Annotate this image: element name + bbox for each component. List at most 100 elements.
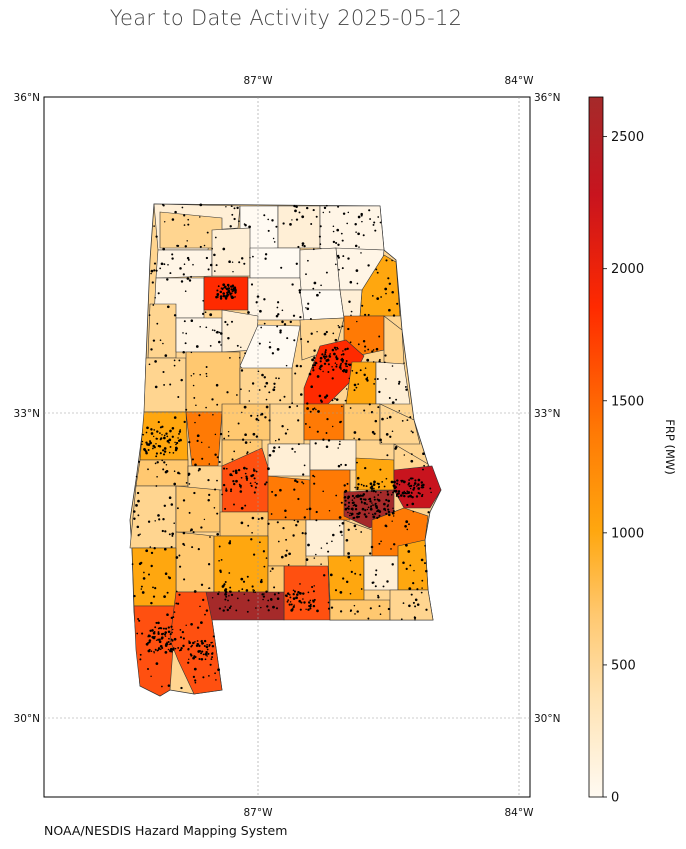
colorbar-tick-label: 2000	[611, 262, 644, 277]
fire-detection-dot	[162, 627, 165, 630]
fire-detection-dot	[371, 295, 374, 297]
fire-detection-dot	[345, 538, 349, 542]
fire-detection-dot	[338, 525, 341, 527]
fire-detection-dot	[249, 256, 251, 259]
fire-detection-dot	[389, 435, 392, 438]
fire-detection-dot	[396, 302, 399, 305]
fire-detection-dot	[344, 503, 347, 506]
fire-detection-dot	[151, 629, 154, 632]
fire-detection-dot	[293, 604, 295, 606]
fire-detection-dot	[326, 542, 328, 545]
fire-detection-dot	[301, 244, 304, 247]
fire-detection-dot	[411, 502, 415, 506]
fire-detection-dot	[309, 318, 312, 320]
fire-detection-dot	[347, 555, 351, 559]
fire-detection-dot	[187, 258, 190, 261]
fire-detection-dot	[422, 483, 425, 487]
fire-detection-dot	[177, 602, 180, 605]
fire-detection-dot	[323, 206, 327, 210]
fire-detection-dot	[187, 223, 190, 226]
fire-detection-dot	[367, 264, 370, 267]
fire-detection-dot	[208, 493, 211, 497]
fire-detection-dot	[365, 377, 368, 381]
fire-detection-dot	[198, 414, 201, 417]
fire-detection-dot	[218, 340, 221, 344]
fire-detection-dot	[362, 498, 365, 501]
fire-detection-dot	[380, 540, 382, 543]
fire-detection-dot	[254, 481, 256, 484]
fire-detection-dot	[408, 604, 411, 608]
fire-detection-dot	[190, 622, 193, 626]
fire-detection-dot	[163, 263, 166, 266]
fire-detection-dot	[147, 449, 150, 451]
fire-detection-dot	[405, 520, 409, 524]
fire-detection-dot	[226, 323, 229, 326]
fire-detection-dot	[307, 601, 311, 604]
fire-detection-dot	[313, 482, 316, 485]
fire-detection-dot	[217, 592, 220, 596]
fire-detection-dot	[218, 560, 220, 562]
fire-detection-dot	[180, 686, 183, 690]
fire-detection-dot	[361, 494, 364, 497]
fire-detection-dot	[178, 593, 181, 596]
lat-label-left-33n: 33°N	[14, 408, 40, 420]
fire-detection-dot	[367, 506, 370, 509]
fire-detection-dot	[420, 481, 424, 484]
fire-detection-dot	[395, 493, 398, 496]
fire-detection-dot	[385, 433, 389, 436]
fire-detection-dot	[422, 468, 424, 471]
fire-detection-dot	[279, 488, 282, 492]
fire-detection-dot	[192, 641, 195, 645]
fire-detection-dot	[366, 376, 369, 379]
fire-detection-dot	[313, 475, 316, 478]
fire-detection-dot	[404, 385, 407, 388]
fire-detection-dot	[194, 681, 197, 684]
fire-detection-dot	[364, 313, 367, 316]
fire-detection-dot	[358, 246, 360, 248]
fire-detection-dot	[167, 626, 170, 629]
fire-detection-dot	[262, 598, 264, 601]
fire-detection-dot	[373, 383, 375, 385]
fire-detection-dot	[228, 541, 232, 545]
fire-detection-dot	[239, 484, 242, 488]
fire-detection-dot	[165, 643, 167, 646]
fire-detection-dot	[377, 499, 381, 502]
fire-detection-dot	[315, 215, 318, 218]
fire-detection-dot	[416, 485, 418, 487]
fire-detection-dot	[148, 363, 151, 366]
fire-detection-dot	[372, 504, 374, 506]
fire-detection-dot	[231, 213, 234, 216]
fire-detection-dot	[347, 211, 350, 214]
fire-detection-dot	[256, 295, 260, 298]
fire-detection-dot	[264, 483, 267, 486]
fire-detection-dot	[219, 290, 223, 294]
fire-detection-dot	[184, 290, 187, 292]
fire-detection-dot	[293, 519, 296, 522]
fire-detection-dot	[341, 358, 345, 362]
fire-detection-dot	[222, 483, 226, 487]
fire-detection-dot	[318, 394, 322, 398]
fire-detection-dot	[341, 534, 343, 536]
fire-detection-dot	[155, 235, 158, 238]
fire-detection-dot	[196, 626, 200, 629]
fire-detection-dot	[330, 606, 334, 609]
fire-detection-dot	[385, 498, 388, 502]
fire-detection-dot	[413, 616, 416, 619]
fire-detection-dot	[272, 605, 275, 609]
fire-detection-dot	[163, 436, 166, 440]
fire-detection-dot	[182, 273, 185, 276]
fire-detection-dot	[325, 359, 329, 362]
fire-detection-dot	[335, 348, 337, 351]
fire-detection-dot	[150, 675, 152, 678]
fire-detection-dot	[329, 573, 333, 577]
fire-detection-dot	[299, 583, 301, 585]
fire-detection-dot	[373, 498, 376, 501]
fire-detection-dot	[402, 561, 405, 564]
fire-detection-dot	[325, 330, 328, 334]
fire-detection-dot	[328, 510, 331, 512]
fire-detection-dot	[178, 649, 181, 652]
fire-detection-dot	[346, 507, 349, 510]
fire-detection-dot	[338, 443, 341, 446]
fire-detection-dot	[430, 491, 432, 494]
fire-detection-dot	[357, 343, 360, 346]
